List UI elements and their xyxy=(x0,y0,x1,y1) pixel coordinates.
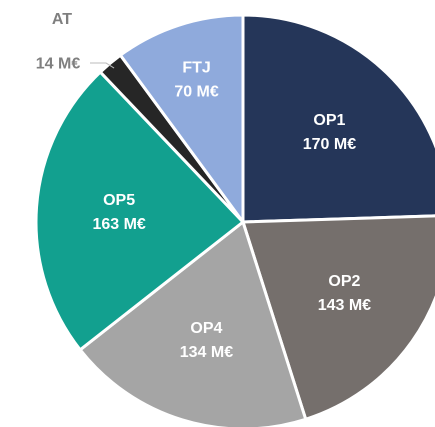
slice-value-label: 14 M€ xyxy=(36,55,81,72)
slice-label: FTJ xyxy=(182,60,210,77)
slice-value-label: 143 M€ xyxy=(318,297,371,314)
slice-label: OP1 xyxy=(313,112,345,129)
slice-value-label: 70 M€ xyxy=(174,84,219,101)
slice-label: OP4 xyxy=(190,320,222,337)
slice-value-label: 134 M€ xyxy=(180,344,233,361)
pie-slice xyxy=(241,13,435,224)
pie-slice xyxy=(118,13,245,227)
slice-label: OP2 xyxy=(328,273,360,290)
slice-value-label: 170 M€ xyxy=(303,136,356,153)
leader-line xyxy=(90,62,115,69)
slice-label: OP5 xyxy=(103,192,135,209)
slice-value-label: 163 M€ xyxy=(92,216,145,233)
pie-slice xyxy=(34,69,246,352)
slice-label: AT xyxy=(52,11,72,28)
pie-slice xyxy=(78,219,308,427)
